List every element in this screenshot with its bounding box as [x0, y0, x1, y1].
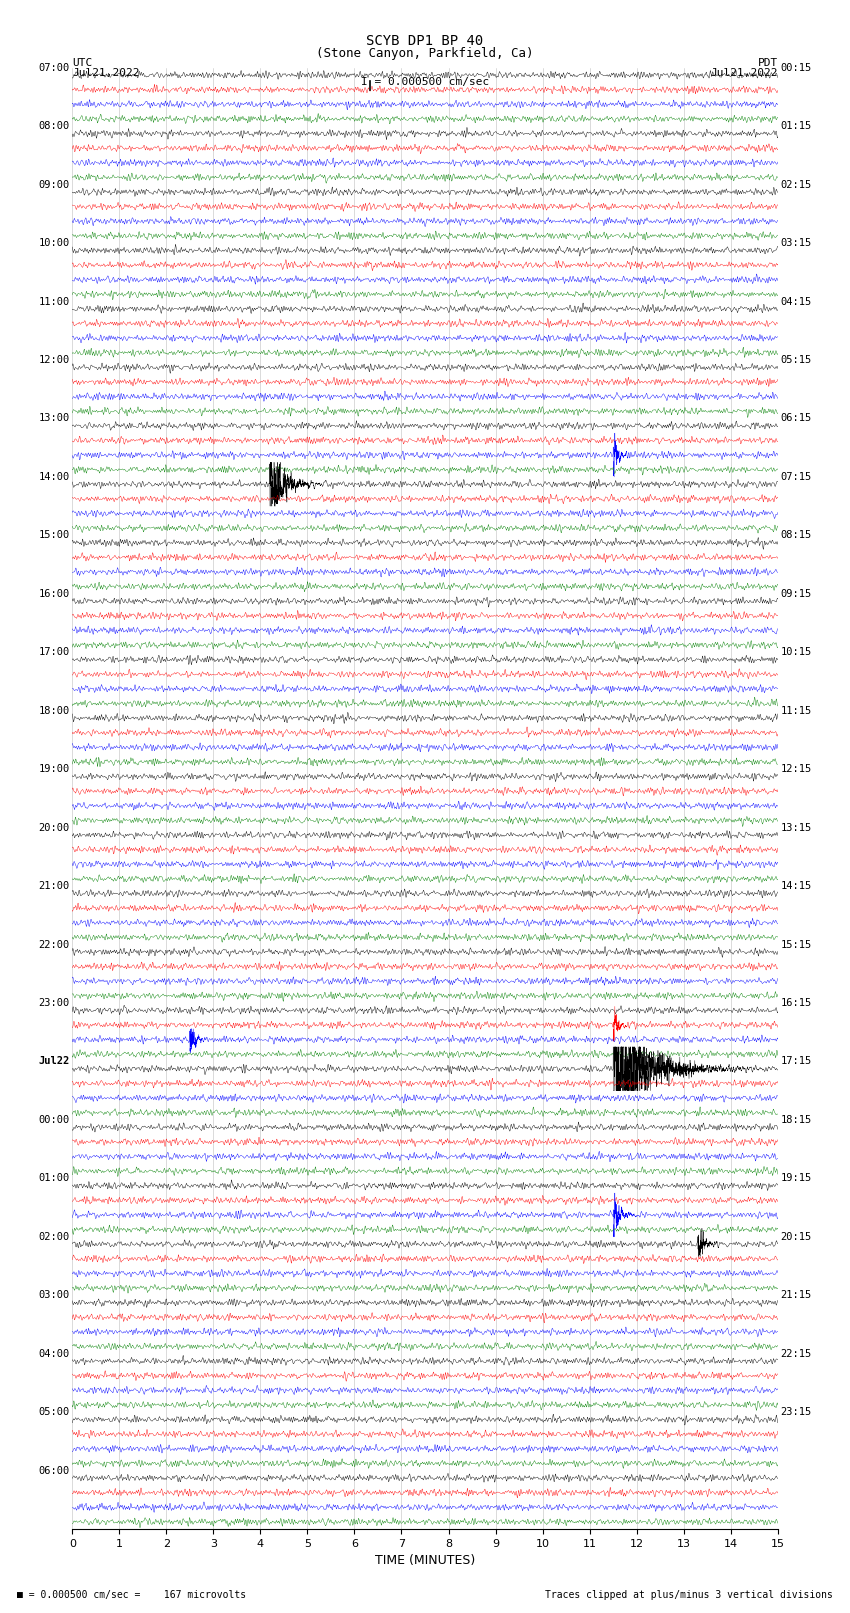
Text: 18:15: 18:15 — [780, 1115, 812, 1124]
Text: 03:15: 03:15 — [780, 239, 812, 248]
Text: 16:15: 16:15 — [780, 998, 812, 1008]
Text: 09:00: 09:00 — [38, 179, 70, 190]
Text: 19:15: 19:15 — [780, 1173, 812, 1184]
Text: 15:00: 15:00 — [38, 531, 70, 540]
Text: 19:00: 19:00 — [38, 765, 70, 774]
Text: ■ = 0.000500 cm/sec =    167 microvolts: ■ = 0.000500 cm/sec = 167 microvolts — [17, 1590, 246, 1600]
Text: 06:15: 06:15 — [780, 413, 812, 424]
Text: 13:00: 13:00 — [38, 413, 70, 424]
Text: 17:15: 17:15 — [780, 1057, 812, 1066]
Text: 17:00: 17:00 — [38, 647, 70, 656]
Text: 22:15: 22:15 — [780, 1348, 812, 1358]
Text: 11:00: 11:00 — [38, 297, 70, 306]
Text: 07:15: 07:15 — [780, 473, 812, 482]
Text: 00:15: 00:15 — [780, 63, 812, 73]
Text: 01:00: 01:00 — [38, 1173, 70, 1184]
Text: PDT: PDT — [757, 58, 778, 68]
Text: 00:00: 00:00 — [38, 1115, 70, 1124]
Text: 14:15: 14:15 — [780, 881, 812, 890]
Text: 23:00: 23:00 — [38, 998, 70, 1008]
Text: I = 0.000500 cm/sec: I = 0.000500 cm/sec — [361, 77, 489, 87]
Text: 16:00: 16:00 — [38, 589, 70, 598]
Text: 07:00: 07:00 — [38, 63, 70, 73]
Text: Jul21,2022: Jul21,2022 — [72, 68, 139, 77]
Text: 03:00: 03:00 — [38, 1290, 70, 1300]
Text: 12:00: 12:00 — [38, 355, 70, 365]
Text: 05:15: 05:15 — [780, 355, 812, 365]
Text: 20:00: 20:00 — [38, 823, 70, 832]
Text: 08:00: 08:00 — [38, 121, 70, 131]
Text: 11:15: 11:15 — [780, 706, 812, 716]
Text: 14:00: 14:00 — [38, 473, 70, 482]
Text: 02:00: 02:00 — [38, 1232, 70, 1242]
Text: 08:15: 08:15 — [780, 531, 812, 540]
Text: Jul21,2022: Jul21,2022 — [711, 68, 778, 77]
Text: 09:15: 09:15 — [780, 589, 812, 598]
Text: 23:15: 23:15 — [780, 1407, 812, 1418]
Text: 10:00: 10:00 — [38, 239, 70, 248]
Text: 20:15: 20:15 — [780, 1232, 812, 1242]
Text: 06:00: 06:00 — [38, 1466, 70, 1476]
Text: Jul22: Jul22 — [38, 1057, 70, 1066]
Text: SCYB DP1 BP 40: SCYB DP1 BP 40 — [366, 34, 484, 48]
Text: 22:00: 22:00 — [38, 940, 70, 950]
Text: 04:15: 04:15 — [780, 297, 812, 306]
Text: 12:15: 12:15 — [780, 765, 812, 774]
Text: (Stone Canyon, Parkfield, Ca): (Stone Canyon, Parkfield, Ca) — [316, 47, 534, 60]
Text: 04:00: 04:00 — [38, 1348, 70, 1358]
Text: 02:15: 02:15 — [780, 179, 812, 190]
Text: 21:15: 21:15 — [780, 1290, 812, 1300]
Text: 21:00: 21:00 — [38, 881, 70, 890]
Text: 18:00: 18:00 — [38, 706, 70, 716]
Text: 13:15: 13:15 — [780, 823, 812, 832]
Text: 10:15: 10:15 — [780, 647, 812, 656]
Text: UTC: UTC — [72, 58, 93, 68]
Text: 01:15: 01:15 — [780, 121, 812, 131]
Text: Traces clipped at plus/minus 3 vertical divisions: Traces clipped at plus/minus 3 vertical … — [545, 1590, 833, 1600]
Text: 05:00: 05:00 — [38, 1407, 70, 1418]
X-axis label: TIME (MINUTES): TIME (MINUTES) — [375, 1555, 475, 1568]
Text: 15:15: 15:15 — [780, 940, 812, 950]
